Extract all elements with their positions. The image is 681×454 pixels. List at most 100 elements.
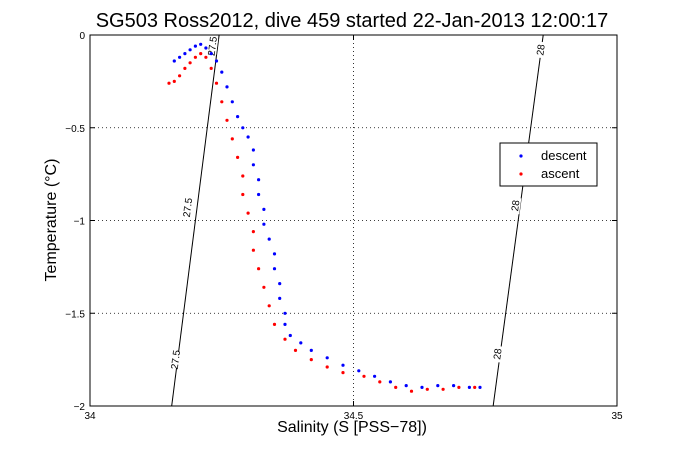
y-tick-label: −0.5 (65, 124, 85, 135)
data-point-descent (209, 52, 213, 56)
data-point-ascent (283, 337, 287, 341)
data-point-descent (257, 192, 261, 197)
data-point-ascent (425, 387, 429, 391)
data-point-ascent (251, 248, 255, 252)
data-point-ascent (362, 374, 366, 378)
y-tick-label: −1.5 (65, 309, 85, 320)
data-point-descent (299, 341, 303, 345)
legend-label-ascent: ascent (541, 166, 580, 181)
data-point-descent (193, 44, 197, 48)
data-point-ascent (267, 304, 271, 308)
data-point-descent (214, 59, 219, 63)
data-point-descent (262, 207, 266, 211)
data-point-ascent (188, 61, 192, 65)
data-point-descent (283, 311, 287, 315)
y-tick-label: −1 (74, 217, 86, 228)
data-point-ascent (236, 155, 240, 159)
contour-label: 28 (535, 43, 547, 56)
data-point-descent (183, 52, 187, 56)
data-point-ascent (204, 55, 208, 59)
data-point-descent (388, 380, 392, 384)
data-point-descent (230, 100, 234, 104)
data-point-descent (178, 55, 182, 59)
contour-label-bg (534, 41, 547, 59)
data-point-ascent (378, 380, 382, 384)
data-point-ascent (220, 100, 224, 104)
data-points (167, 42, 482, 393)
data-point-descent (341, 363, 345, 367)
data-point-descent (257, 178, 261, 182)
contour-label-bg (491, 345, 504, 363)
data-point-ascent (309, 358, 313, 362)
x-tick-label: 34.5 (344, 411, 364, 422)
data-point-descent (309, 348, 313, 352)
data-point-ascent (178, 74, 182, 78)
data-point-descent (373, 374, 377, 378)
data-point-descent (199, 42, 203, 46)
data-point-descent (272, 267, 277, 271)
data-point-descent (278, 282, 282, 286)
grid (90, 35, 617, 406)
data-point-ascent (246, 211, 250, 215)
data-point-ascent (230, 137, 234, 141)
data-point-descent (204, 46, 208, 50)
data-point-descent (278, 296, 282, 300)
data-point-descent (467, 385, 471, 389)
data-point-ascent (257, 267, 261, 271)
y-tick-label: −2 (74, 402, 86, 413)
data-point-ascent (272, 322, 277, 326)
data-point-descent (172, 59, 176, 63)
data-point-ascent (262, 285, 266, 289)
data-point-ascent (193, 55, 197, 59)
data-point-ascent (325, 365, 329, 369)
y-axis-label: Temperature (°C) (43, 159, 60, 282)
data-point-ascent (473, 385, 477, 389)
contour-label: 28 (492, 348, 504, 361)
contour-line (492, 34, 544, 407)
data-point-descent (246, 135, 250, 139)
contour-label: 27.5 (170, 349, 183, 370)
chart-title: SG503 Ross2012, dive 459 started 22-Jan-… (96, 10, 609, 32)
data-point-descent (188, 48, 192, 52)
data-point-ascent (167, 81, 171, 85)
data-point-descent (262, 222, 266, 226)
data-point-descent (225, 85, 229, 89)
data-point-ascent (225, 118, 229, 122)
legend-label-descent: descent (541, 148, 587, 163)
data-point-descent (241, 126, 245, 130)
axis-ticks: 34 34.5 35 0 −0.5 −1 −1.5 −2 (65, 31, 623, 422)
data-point-ascent (457, 385, 461, 389)
data-point-ascent (209, 66, 213, 70)
data-point-descent (436, 384, 440, 388)
legend: descent ascent (499, 142, 598, 187)
data-point-ascent (341, 371, 345, 375)
data-point-descent (267, 237, 271, 241)
x-tick-label: 35 (611, 411, 623, 422)
data-point-descent (325, 356, 329, 360)
data-point-ascent (409, 389, 414, 393)
data-point-descent (220, 70, 224, 74)
contour-label: 28 (510, 199, 522, 212)
data-point-descent (251, 148, 255, 152)
data-point-descent (357, 369, 361, 373)
contour-label-bg (181, 198, 194, 217)
data-point-ascent (199, 52, 203, 56)
legend-marker-ascent (519, 172, 523, 176)
data-point-descent (236, 115, 240, 119)
data-point-ascent (214, 81, 219, 85)
contour-line (171, 34, 220, 407)
data-point-descent (404, 384, 408, 388)
x-axis-label: Salinity (S [PSS−78]) (277, 419, 427, 436)
x-tick-label: 34 (84, 411, 96, 422)
axes-box (89, 34, 618, 407)
data-point-ascent (394, 385, 398, 389)
legend-box (499, 142, 598, 187)
data-point-descent (420, 385, 424, 389)
contour-label-bg (509, 197, 522, 215)
data-point-ascent (172, 79, 176, 83)
data-point-ascent (293, 348, 298, 352)
data-point-descent (478, 385, 482, 389)
data-point-ascent (241, 192, 245, 197)
data-point-ascent (183, 66, 187, 70)
